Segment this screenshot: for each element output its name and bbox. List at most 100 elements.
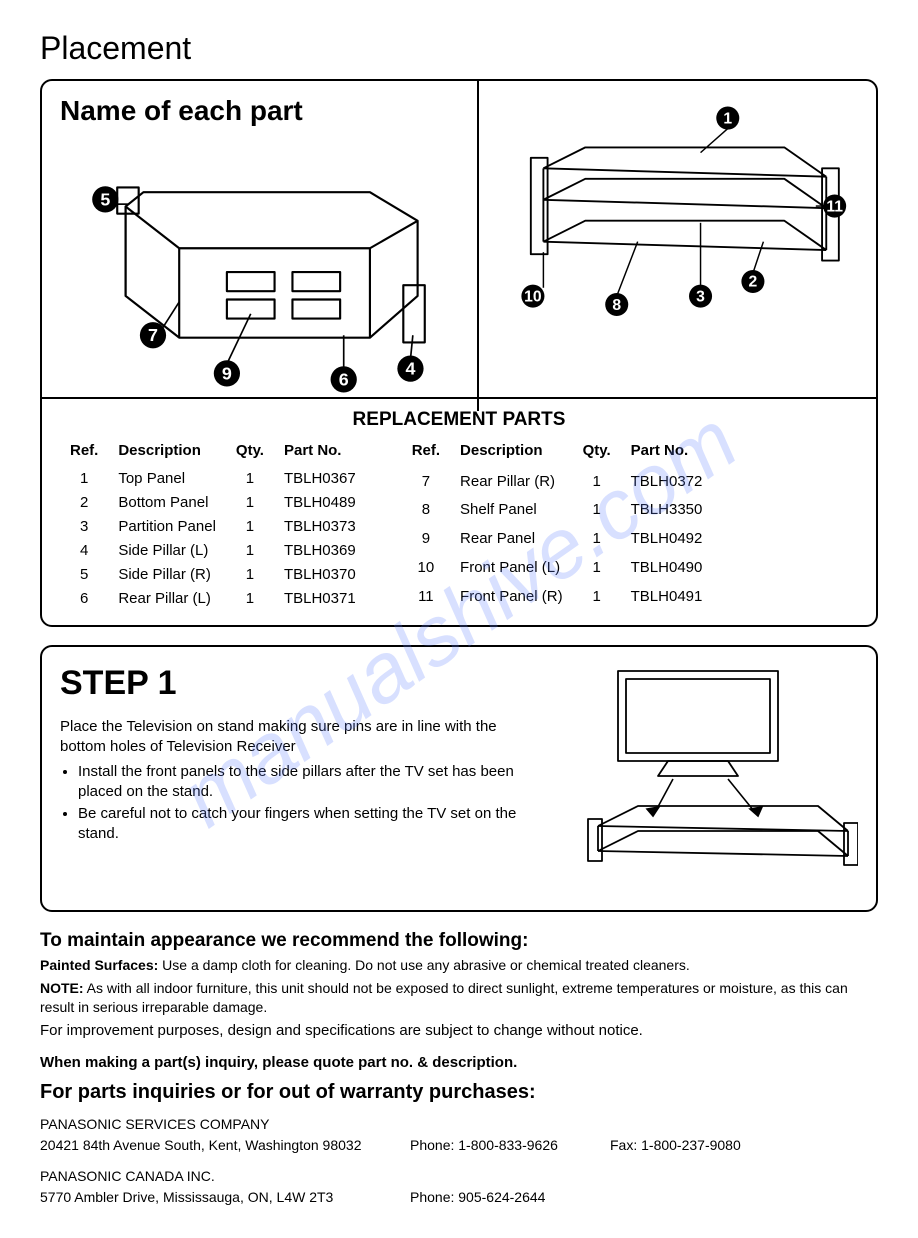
cell-qty: 1 [226,491,274,515]
cell-qty: 1 [573,467,621,496]
cell-part: TBLH3350 [621,496,713,525]
cell-part: TBLH0370 [274,563,366,587]
cell-desc: Front Panel (L) [450,554,573,583]
badge-number: 7 [148,325,158,345]
th-ref: Ref. [60,439,108,467]
cell-qty: 1 [226,539,274,563]
badge-number: 2 [749,274,758,291]
badge-number: 8 [613,297,622,314]
contact-ca-name: PANASONIC CANADA INC. [40,1166,878,1187]
cell-desc: Bottom Panel [108,491,226,515]
cell-desc: Rear Panel [450,525,573,554]
cell-desc: Rear Pillar (L) [108,587,226,611]
replacement-heading: REPLACEMENT PARTS [60,409,858,431]
badge-number: 10 [524,288,542,305]
cell-ref: 1 [60,467,108,491]
table-row: 1Top Panel1TBLH0367 [60,467,366,491]
cell-ref: 6 [60,587,108,611]
cell-part: TBLH0371 [274,587,366,611]
badge-number: 1 [724,110,733,127]
cell-ref: 3 [60,515,108,539]
maintain-surfaces-text: Use a damp cloth for cleaning. Do not us… [158,957,690,973]
maintain-heading: To maintain appearance we recommend the … [40,930,878,952]
table-row: 2Bottom Panel1TBLH0489 [60,491,366,515]
cell-qty: 1 [573,582,621,611]
step1-diagram [558,661,858,891]
inquiry-heading: For parts inquiries or for out of warran… [40,1081,878,1104]
contact-us-name: PANASONIC SERVICES COMPANY [40,1114,878,1135]
step1-box: STEP 1 Place the Television on stand mak… [40,645,878,912]
list-item: Be careful not to catch your fingers whe… [78,804,544,845]
badge-number: 5 [100,189,110,209]
table-row: 8Shelf Panel1TBLH3350 [402,496,713,525]
maintain-note: NOTE: As with all indoor furniture, this… [40,979,878,1017]
contact-us-addr: 20421 84th Avenue South, Kent, Washingto… [40,1135,410,1156]
table-row: 5Side Pillar (R)1TBLH0370 [60,563,366,587]
step1-bullets: Install the front panels to the side pil… [60,762,544,845]
table-row: 11Front Panel (R)1TBLH0491 [402,582,713,611]
cell-part: TBLH0369 [274,539,366,563]
maintain-note-label: NOTE: [40,980,84,996]
cell-desc: Front Panel (R) [450,582,573,611]
cell-ref: 9 [402,525,450,554]
cell-desc: Top Panel [108,467,226,491]
th-qty: Qty. [573,439,621,467]
contact-ca-phone: Phone: 905-624-2644 [410,1187,610,1208]
th-desc: Description [450,439,573,467]
maintain-surfaces: Painted Surfaces: Use a damp cloth for c… [40,956,878,975]
table-row: 10Front Panel (L)1TBLH0490 [402,554,713,583]
cell-desc: Partition Panel [108,515,226,539]
contact-us-phone: Phone: 1-800-833-9626 [410,1135,610,1156]
parts-diagram-left: 5 7 9 6 4 [60,135,465,397]
badge-number: 11 [827,198,844,215]
cell-qty: 1 [573,525,621,554]
parts-diagram-right: 1 10 8 3 2 11 [491,95,858,325]
cell-qty: 1 [226,515,274,539]
maintain-surfaces-label: Painted Surfaces: [40,957,158,973]
cell-desc: Side Pillar (R) [108,563,226,587]
maintain-note-text: As with all indoor furniture, this unit … [40,980,848,1015]
contact-ca: PANASONIC CANADA INC. 5770 Ambler Drive,… [40,1166,878,1208]
cell-part: TBLH0367 [274,467,366,491]
cell-ref: 8 [402,496,450,525]
page-title: Placement [40,30,878,67]
cell-ref: 7 [402,467,450,496]
cell-qty: 1 [226,467,274,491]
badge-number: 6 [339,369,349,389]
contact-us-fax: Fax: 1-800-237-9080 [610,1135,741,1156]
table-row: 7Rear Pillar (R)1TBLH0372 [402,467,713,496]
cell-ref: 10 [402,554,450,583]
cell-qty: 1 [573,554,621,583]
table-row: 3Partition Panel1TBLH0373 [60,515,366,539]
cell-part: TBLH0492 [621,525,713,554]
cell-ref: 5 [60,563,108,587]
parts-box: Name of each part [40,79,878,627]
cell-part: TBLH0373 [274,515,366,539]
cell-part: TBLH0372 [621,467,713,496]
parts-table: Ref. Description Qty. Part No. 1Top Pane… [60,439,858,611]
step1-intro: Place the Television on stand making sur… [60,717,544,758]
cell-part: TBLH0491 [621,582,713,611]
cell-qty: 1 [226,563,274,587]
list-item: Install the front panels to the side pil… [78,762,544,803]
badge-number: 9 [222,363,232,383]
cell-desc: Side Pillar (L) [108,539,226,563]
cell-qty: 1 [573,496,621,525]
cell-part: TBLH0489 [274,491,366,515]
table-row: 6Rear Pillar (L)1TBLH0371 [60,587,366,611]
cell-desc: Shelf Panel [450,496,573,525]
contact-us: PANASONIC SERVICES COMPANY 20421 84th Av… [40,1114,878,1156]
table-row: 9Rear Panel1TBLH0492 [402,525,713,554]
th-part: Part No. [274,439,366,467]
cell-desc: Rear Pillar (R) [450,467,573,496]
step1-heading: STEP 1 [60,661,544,707]
cell-ref: 2 [60,491,108,515]
th-ref: Ref. [402,439,450,467]
contact-ca-addr: 5770 Ambler Drive, Mississauga, ON, L4W … [40,1187,410,1208]
th-desc: Description [108,439,226,467]
badge-number: 3 [696,288,705,305]
cell-qty: 1 [226,587,274,611]
cell-ref: 4 [60,539,108,563]
cell-ref: 11 [402,582,450,611]
badge-number: 4 [405,359,415,379]
